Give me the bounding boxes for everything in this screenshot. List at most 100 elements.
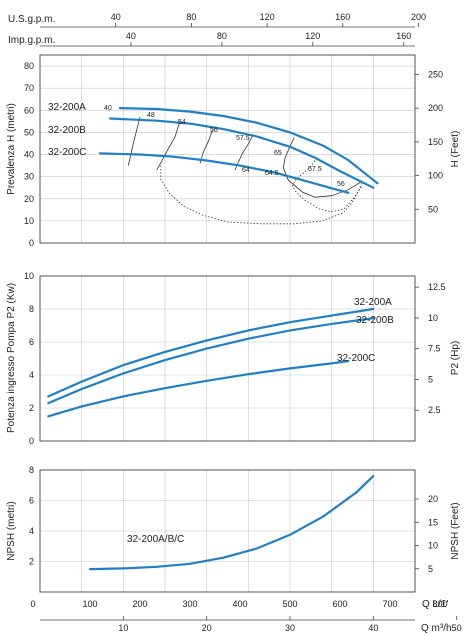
usgpm-tick-160: 160 [335,12,350,22]
top-axis-usgpm-label: U.S.g.p.m. [8,14,55,25]
power-series-32-200c [47,359,350,418]
ls-tick-300: 300 [182,599,197,609]
m3h-tick-50: 50 [452,623,462,633]
power-ytick-0: 0 [29,436,34,446]
eff-label-56: 56 [210,127,218,134]
impgpm-tick-80: 80 [217,31,227,41]
top-axis-impgpm-ticks: 40 80 120 160 [126,31,411,46]
power-grid [40,275,415,442]
eff-label-40: 40 [104,105,112,112]
power-label-32-200c: 32-200C [337,353,375,364]
power-ytick-right-12-5: 12.5 [428,282,446,292]
head-series-32-200b [108,117,375,189]
ls-tick-600: 600 [332,599,347,609]
power-ylabel-hp: P2 (Hp) [450,341,461,375]
bottom-axis-m3h: 10 20 30 40 50 Q m³/h [40,616,462,634]
power-y-ticks: 0 2 4 6 8 10 [24,271,34,446]
power-series-labels: 32-200A 32-200B 32-200C [337,297,394,364]
head-ytick-70: 70 [24,83,34,93]
power-panel: 0 2 4 6 8 10 2.5 5 7.5 10 12.5 32-200A 32-200B 32… [6,271,461,446]
npsh-frame [39,469,416,593]
bottom-axis-m3h-ticks: 10 20 30 40 50 [118,616,462,633]
head-ytick-50: 50 [24,127,34,137]
efficiency-labels: 40 48 54 56 57.5 65 64 64.5 57.5 56 [104,105,345,188]
efficiency-curves [127,116,363,225]
eff-label-57-5b: 57.5 [308,166,322,173]
bottom-axis-ls: 0 100 200 300 400 500 600 700 800 Q L/1' [30,599,448,610]
npsh-series [88,475,375,571]
bottom-axis-ls-unit: Q L/1' [422,599,448,610]
power-label-32-200a: 32-200A [354,297,392,308]
head-ytick-60: 60 [24,105,34,115]
head-ytick-30: 30 [24,172,34,182]
npsh-ylabel: NPSH (metri) [6,501,17,560]
efficiency-curve-1 [127,116,141,166]
power-y-ticks-hp: 2.5 5 7.5 10 12.5 [415,282,446,415]
ls-tick-200: 200 [132,599,147,609]
head-ylabel-feet: H (Feet) [450,131,461,168]
npsh-panel: 2 4 6 8 5 10 15 20 32-200A/B/C NPSH (metri) NP… [6,465,461,593]
head-ytick-right-50: 50 [428,204,438,214]
efficiency-curve-7 [160,165,363,225]
efficiency-curve-6 [292,157,363,213]
top-axis-impgpm-label: Imp.g.p.m. [8,35,55,46]
power-label-32-200b: 32-200B [356,315,394,326]
power-ytick-right-2-5: 2.5 [428,405,441,415]
head-ytick-80: 80 [24,61,34,71]
efficiency-curve-5 [282,137,362,198]
usgpm-tick-120: 120 [260,12,275,22]
power-ytick-8: 8 [29,304,34,314]
npsh-ytick-right-20: 20 [428,494,438,504]
head-series-labels: 32-200A 32-200B 32-200C [48,102,86,158]
power-ylabel: Potenza ingresso Pompa P2 (Kw) [6,283,17,433]
head-ytick-right-100: 100 [428,171,443,181]
npsh-y-ticks: 2 4 6 8 [29,465,34,567]
ls-tick-100: 100 [82,599,97,609]
head-label-32-200c: 32-200C [48,147,86,158]
eff-label-54: 54 [178,119,186,126]
npsh-ytick-right-5: 5 [428,564,433,574]
head-series [98,106,379,194]
power-series [47,307,375,418]
npsh-ytick-right-10: 10 [428,541,438,551]
m3h-tick-30: 30 [285,623,295,633]
power-ytick-right-5: 5 [428,374,433,384]
head-ytick-20: 20 [24,194,34,204]
npsh-y-ticks-feet: 5 10 15 20 [415,494,438,574]
ls-tick-0: 0 [30,599,35,609]
eff-label-64: 64 [242,167,250,174]
head-ytick-10: 10 [24,216,34,226]
usgpm-tick-40: 40 [111,12,121,22]
head-ytick-0: 0 [29,238,34,248]
eff-label-64-5: 64.5 [265,170,279,177]
impgpm-tick-40: 40 [126,31,136,41]
power-ytick-4: 4 [29,370,34,380]
npsh-ylabel-feet: NPSH (Feet) [450,502,461,559]
eff-label-56b: 56 [337,181,345,188]
eff-label-57-5: 57.5 [236,135,250,142]
power-ytick-right-10: 10 [428,313,438,323]
npsh-grid [40,469,415,592]
npsh-label-32-200abc: 32-200A/B/C [127,534,184,545]
head-label-32-200b: 32-200B [48,125,86,136]
power-frame [39,275,416,442]
ls-tick-400: 400 [232,599,247,609]
usgpm-tick-200: 200 [411,12,426,22]
power-ytick-2: 2 [29,403,34,413]
power-series-32-200b [47,317,375,405]
top-axis-impgpm: Imp.g.p.m. 40 80 120 160 [8,31,415,47]
head-ylabel: Prevalenza H (metri) [6,103,17,195]
m3h-tick-20: 20 [202,623,212,633]
m3h-tick-10: 10 [118,623,128,633]
head-label-32-200a: 32-200A [48,102,86,113]
ls-tick-700: 700 [382,599,397,609]
npsh-ytick-8: 8 [29,465,34,475]
eff-label-48: 48 [147,112,155,119]
head-ytick-right-150: 150 [428,137,443,147]
head-ytick-right-200: 200 [428,103,443,113]
head-grid [40,55,415,244]
npsh-ytick-right-15: 15 [428,517,438,527]
top-axis-usgpm: U.S.g.p.m. 40 80 120 160 200 [8,12,426,28]
head-series-32-200a [118,106,379,185]
